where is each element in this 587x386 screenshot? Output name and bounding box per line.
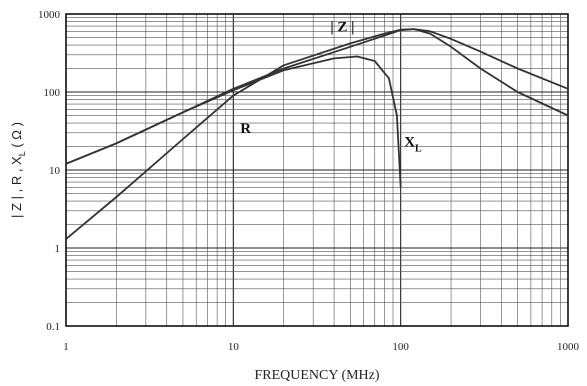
curves: [65, 28, 569, 240]
x-tick-label: 1000: [557, 341, 580, 353]
y-tick-label: 1: [55, 243, 61, 255]
y-tick-label: 10: [49, 165, 61, 177]
y-axis-title-subscript: L: [17, 151, 27, 156]
series-label-0: | Z |: [330, 19, 354, 35]
plot-frame: [65, 13, 569, 327]
y-tick-label: 100: [44, 87, 61, 99]
series-line-0: [65, 28, 569, 165]
x-tick-label: 10: [228, 341, 240, 353]
series-labels: | Z | R XL: [240, 19, 422, 154]
y-axis-title-main: | Z | , R , X: [9, 156, 24, 218]
series-line-2: [65, 55, 402, 188]
y-axis-title-unit: ( Ω ): [9, 122, 24, 151]
x-tick-label: 100: [392, 341, 409, 353]
series-label-1: R: [240, 121, 251, 137]
y-tick-label: 1000: [38, 9, 61, 21]
x-tick-label: 1: [63, 341, 69, 353]
series-label-2: XL: [404, 135, 422, 155]
x-axis-title: FREQUENCY (MHz): [254, 368, 379, 383]
y-axis-title: | Z | , R , XL ( Ω ): [9, 122, 27, 218]
series-line-1: [65, 28, 569, 240]
grid: [65, 14, 568, 327]
y-tick-label: 0.1: [46, 321, 60, 333]
